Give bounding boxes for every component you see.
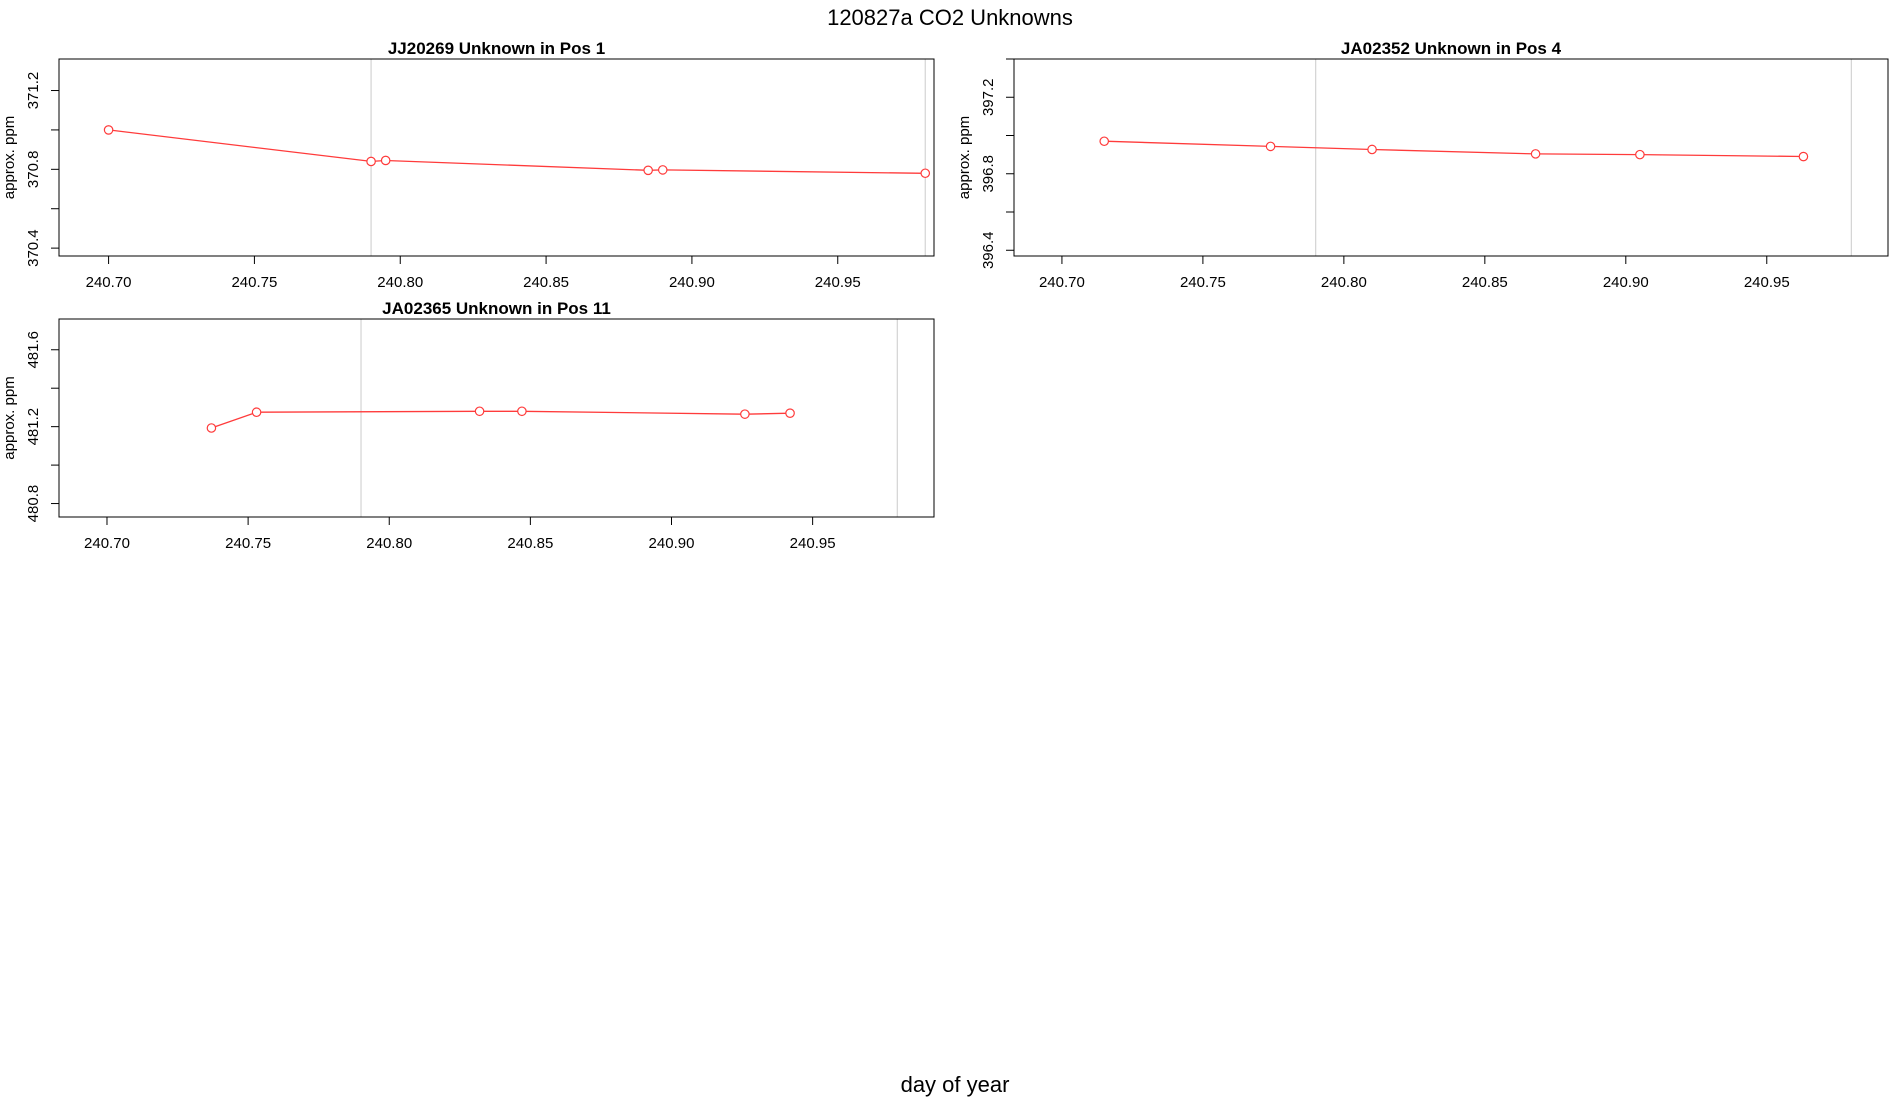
y-tick-label: 481.6 bbox=[25, 331, 42, 369]
y-axis-label: approx. ppm bbox=[1, 376, 18, 459]
data-point bbox=[920, 168, 931, 179]
data-point bbox=[740, 409, 750, 419]
data-point bbox=[380, 155, 391, 166]
x-tick-label: 240.90 bbox=[649, 535, 695, 552]
data-point bbox=[517, 406, 527, 417]
x-tick-label: 240.80 bbox=[1321, 274, 1367, 291]
series-line bbox=[211, 410, 791, 429]
x-tick-label: 240.70 bbox=[1039, 274, 1085, 291]
figure-title: 120827a CO2 Unknowns bbox=[827, 5, 1073, 30]
y-axis-label: approx. ppm bbox=[1, 116, 18, 199]
data-point bbox=[1798, 151, 1809, 162]
data-point bbox=[251, 407, 262, 418]
y-tick-label: 371.2 bbox=[25, 72, 42, 110]
data-point bbox=[366, 156, 376, 167]
data-point bbox=[474, 406, 485, 417]
panel-pos-1: JJ20269 Unknown in Pos 1 240.70 240.75 240.… bbox=[1, 39, 935, 291]
plot-frame bbox=[58, 318, 935, 518]
y-tick-label: 480.8 bbox=[25, 485, 42, 523]
x-axis-label: day of year bbox=[901, 1072, 1010, 1097]
y-tick-label: 370.4 bbox=[25, 229, 42, 267]
x-tick-label: 240.70 bbox=[84, 535, 130, 552]
data-point bbox=[785, 408, 795, 418]
panel-pos-11: JA02365 Unknown in Pos 11 240.70 240.75 240… bbox=[1, 299, 935, 552]
x-tick-label: 240.75 bbox=[225, 535, 271, 552]
x-tick-label: 240.80 bbox=[377, 274, 423, 291]
y-tick-label: 396.4 bbox=[980, 231, 997, 269]
panel-pos-4: JA02352 Unknown in Pos 4 240.70 240.75 240.… bbox=[956, 39, 1889, 291]
plot-frame bbox=[1013, 58, 1889, 257]
x-tick-label: 240.75 bbox=[231, 274, 277, 291]
y-tick-label: 396.8 bbox=[980, 155, 997, 193]
x-tick-label: 240.70 bbox=[86, 274, 132, 291]
series-line bbox=[1104, 140, 1804, 158]
y-tick-label: 370.8 bbox=[25, 151, 42, 189]
x-tick-label: 240.80 bbox=[366, 535, 412, 552]
x-tick-label: 240.90 bbox=[1603, 274, 1649, 291]
data-point bbox=[1530, 149, 1541, 159]
x-tick-label: 240.95 bbox=[790, 535, 836, 552]
y-tick-label: 481.2 bbox=[25, 408, 42, 446]
panel-title: JA02352 Unknown in Pos 4 bbox=[1341, 39, 1562, 58]
data-point bbox=[657, 165, 668, 175]
panel-title: JA02365 Unknown in Pos 11 bbox=[382, 299, 611, 318]
y-axis-label: approx. ppm bbox=[956, 116, 973, 199]
x-tick-label: 240.85 bbox=[523, 274, 569, 291]
y-tick-label: 397.2 bbox=[980, 78, 997, 116]
data-point bbox=[1367, 144, 1377, 155]
data-point bbox=[643, 165, 653, 176]
data-point bbox=[1635, 149, 1645, 160]
data-point bbox=[1099, 136, 1110, 147]
x-tick-label: 240.75 bbox=[1180, 274, 1226, 291]
panel-title: JJ20269 Unknown in Pos 1 bbox=[388, 39, 605, 58]
x-tick-label: 240.95 bbox=[1744, 274, 1790, 291]
x-tick-label: 240.90 bbox=[669, 274, 715, 291]
x-tick-label: 240.85 bbox=[1462, 274, 1508, 291]
series-line bbox=[108, 129, 926, 174]
data-point bbox=[1265, 141, 1276, 152]
data-point bbox=[206, 423, 217, 433]
plot-frame bbox=[58, 58, 935, 257]
x-tick-label: 240.85 bbox=[507, 535, 553, 552]
data-point bbox=[103, 125, 114, 135]
x-tick-label: 240.95 bbox=[815, 274, 861, 291]
